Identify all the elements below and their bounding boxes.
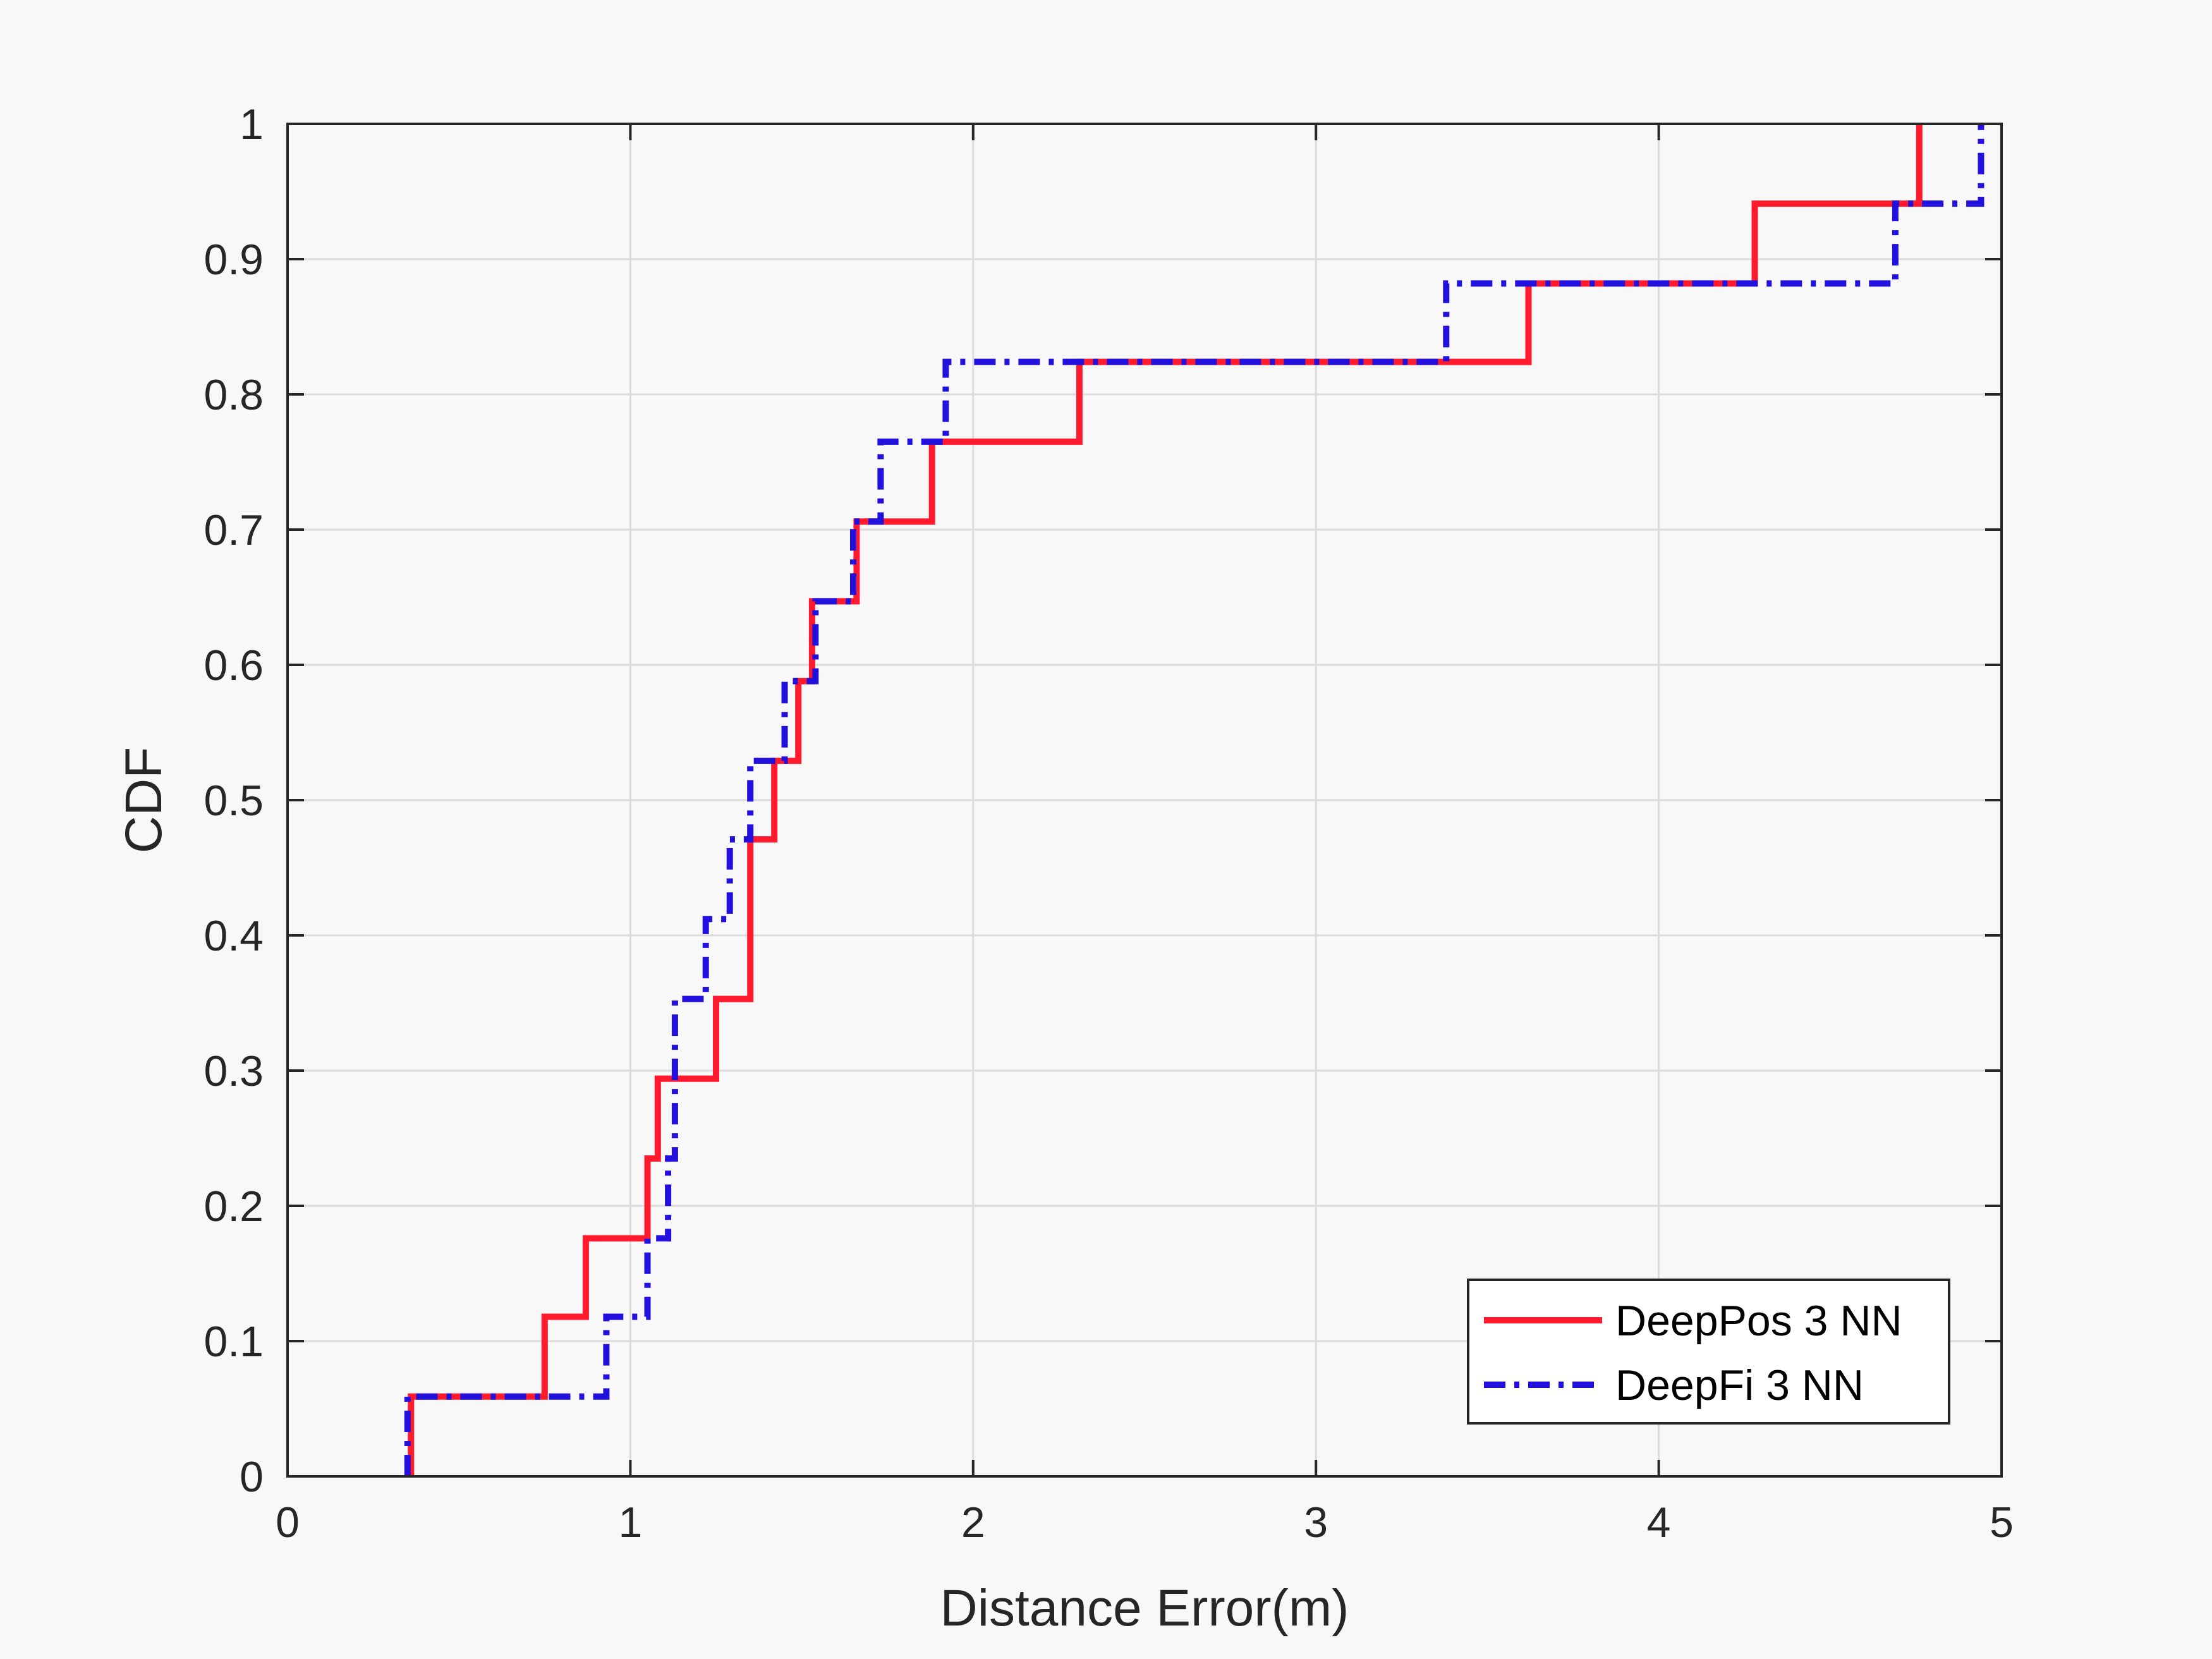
grid-lines [288,124,2002,1476]
y-tick-label: 1 [240,100,264,149]
x-tick-labels: 0 1 2 3 4 5 [276,1498,2014,1547]
x-tick-label: 2 [961,1498,985,1547]
legend-box [1467,1279,1950,1425]
series-layer [404,124,1984,1476]
y-tick-label: 0.4 [204,912,264,960]
legend: DeepPos 3 NN DeepFi 3 NN [1467,1279,1950,1425]
y-tick-label: 0.3 [204,1047,264,1095]
x-tick-label: 1 [618,1498,642,1547]
y-tick-label: 0.2 [204,1182,264,1231]
x-tick-label: 0 [276,1498,300,1547]
y-tick-label: 0.7 [204,506,264,554]
y-tick-labels: 0 0.1 0.2 0.3 0.4 0.5 0.6 0.7 0.8 0.9 1 [204,100,264,1501]
x-tick-label: 5 [1990,1498,2014,1547]
x-axis-label: Distance Error(m) [940,1579,1349,1637]
y-axis-label: CDF [115,747,173,854]
y-tick-label: 0.9 [204,236,264,284]
y-tick-label: 0.6 [204,641,264,690]
x-tick-label: 3 [1304,1498,1328,1547]
y-tick-label: 0.1 [204,1318,264,1366]
y-tick-label: 0.8 [204,371,264,419]
legend-label-deepfi: DeepFi 3 NN [1615,1361,1864,1409]
legend-label-deeppos: DeepPos 3 NN [1615,1297,1902,1345]
y-tick-label: 0.5 [204,777,264,825]
series-line-1 [404,124,1984,1476]
y-tick-label: 0 [240,1453,264,1501]
x-tick-label: 4 [1647,1498,1671,1547]
axes-box [286,123,2003,1478]
